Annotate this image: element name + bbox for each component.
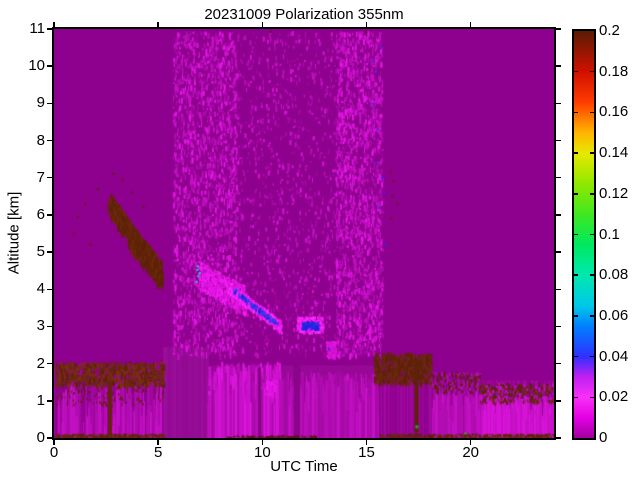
y-tick-mark — [47, 28, 52, 30]
y-tick-label: 9 — [36, 94, 45, 112]
x-tick-label: 20 — [462, 444, 479, 461]
y-tick-label: 5 — [36, 243, 45, 261]
x-tick-mark-top — [365, 22, 368, 27]
y-tick-mark-right — [556, 176, 561, 179]
colorbar-tick-mark — [574, 111, 578, 114]
colorbar-tick-mark — [574, 193, 578, 195]
y-axis-label: Altitude [km] — [5, 191, 23, 275]
colorbar-tick-mark-right — [590, 193, 594, 195]
colorbar-tick-label: 0.1 — [599, 225, 620, 243]
y-tick-mark — [47, 102, 52, 105]
y-tick-mark-right — [556, 139, 561, 142]
y-tick-mark — [47, 288, 52, 291]
y-tick-label: 4 — [36, 280, 45, 298]
colorbar-tick-mark — [574, 70, 578, 73]
colorbar-tick-mark — [574, 355, 578, 358]
colorbar-tick-mark-right — [590, 274, 594, 276]
colorbar-tick-label: 0.04 — [599, 347, 629, 365]
x-tick-label: 5 — [153, 444, 163, 461]
colorbar-tick-label: 0.08 — [599, 266, 629, 284]
y-tick-mark-right — [556, 65, 561, 67]
colorbar-tick-mark — [574, 233, 578, 236]
colorbar-tick-mark — [574, 315, 578, 317]
x-tick-label: 0 — [49, 444, 59, 461]
y-tick-label: 11 — [29, 20, 45, 37]
heatmap-axes — [52, 27, 556, 440]
y-tick-label: 7 — [36, 168, 45, 186]
y-tick-label: 10 — [28, 57, 45, 75]
y-tick-mark-right — [556, 437, 561, 439]
x-tick-mark-top — [261, 22, 264, 27]
y-tick-label: 0 — [36, 429, 45, 446]
colorbar-tick-mark-right — [590, 70, 594, 73]
y-tick-mark — [47, 65, 52, 67]
x-tick-mark-top — [53, 22, 55, 27]
y-tick-label: 8 — [36, 131, 45, 149]
y-tick-mark — [47, 251, 52, 253]
y-tick-mark — [47, 139, 52, 142]
heatmap-canvas — [54, 29, 554, 438]
x-tick-label: 15 — [358, 444, 375, 461]
colorbar-tick-label: 0 — [599, 429, 608, 446]
y-tick-mark — [47, 437, 52, 439]
colorbar-tick-mark-right — [590, 355, 594, 358]
x-tick-mark-top — [469, 22, 472, 27]
colorbar-tick-label: 0.18 — [599, 62, 629, 80]
colorbar-tick-label: 0.06 — [599, 306, 629, 324]
colorbar-tick-mark — [574, 396, 578, 399]
y-tick-mark — [47, 176, 52, 179]
x-tick-mark — [157, 440, 159, 445]
y-tick-label: 6 — [36, 205, 45, 223]
colorbar — [572, 29, 596, 440]
y-tick-mark-right — [556, 362, 561, 365]
colorbar-tick-mark-right — [590, 152, 594, 154]
colorbar-tick-mark-right — [590, 233, 594, 236]
x-tick-mark — [53, 440, 55, 445]
colorbar-tick-mark — [574, 152, 578, 154]
colorbar-tick-label: 0.14 — [599, 144, 629, 162]
y-tick-label: 1 — [36, 391, 45, 409]
colorbar-tick-label: 0.16 — [599, 103, 629, 121]
colorbar-tick-label: 0.02 — [599, 388, 629, 406]
y-tick-label: 2 — [36, 354, 45, 372]
colorbar-tick-mark-right — [590, 111, 594, 114]
x-tick-mark-top — [157, 22, 159, 27]
y-tick-mark — [47, 214, 52, 216]
x-tick-mark — [365, 440, 368, 445]
x-axis-label: UTC Time — [270, 458, 338, 475]
y-tick-mark-right — [556, 214, 561, 216]
y-tick-mark-right — [556, 400, 561, 402]
colorbar-tick-mark-right — [590, 315, 594, 317]
y-tick-mark-right — [556, 102, 561, 105]
y-tick-mark — [47, 362, 52, 365]
chart-title: 20231009 Polarization 355nm — [204, 6, 404, 23]
x-tick-label: 10 — [253, 444, 271, 461]
y-tick-mark-right — [556, 288, 561, 291]
colorbar-tick-mark — [574, 274, 578, 276]
y-tick-mark — [47, 325, 52, 328]
y-tick-mark-right — [556, 28, 561, 30]
colorbar-tick-mark-right — [590, 396, 594, 399]
x-tick-mark — [261, 440, 264, 445]
x-tick-mark — [469, 440, 472, 445]
y-tick-mark-right — [556, 251, 561, 253]
colorbar-tick-label: 0.12 — [599, 184, 629, 202]
y-tick-mark-right — [556, 325, 561, 328]
y-tick-mark — [47, 400, 52, 402]
colorbar-gradient — [574, 31, 594, 438]
colorbar-tick-label: 0.2 — [599, 22, 620, 39]
y-tick-label: 3 — [36, 317, 45, 335]
